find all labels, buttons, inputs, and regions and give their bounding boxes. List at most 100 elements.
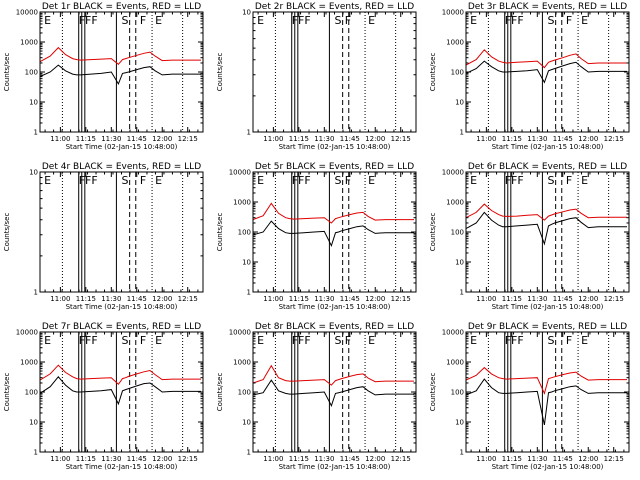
x-tick-label: 12:00	[578, 455, 598, 463]
x-tick-label: 12:15	[391, 135, 411, 143]
x-tick-label: 11:00	[263, 295, 283, 303]
flag-label: E	[155, 174, 162, 187]
x-tick-label: 11:00	[263, 455, 283, 463]
flag-label: F	[140, 334, 146, 347]
y-tick-label: 10000	[229, 329, 251, 337]
flag-label: E	[470, 174, 477, 187]
x-tick-label: 11:30	[314, 455, 334, 463]
y-tick-label: 1	[247, 289, 251, 297]
x-tick-label: 11:45	[127, 295, 147, 303]
y-axis-label: Counts/sec	[216, 213, 224, 252]
plot-frame	[252, 11, 417, 133]
time-markers	[274, 172, 397, 292]
flag-label: E	[470, 334, 477, 347]
series-group	[466, 366, 627, 426]
x-tick-label: 11:00	[476, 135, 496, 143]
time-markers	[487, 332, 610, 452]
x-tick-label: 11:30	[527, 455, 547, 463]
x-tick-label: 11:15	[289, 295, 309, 303]
y-axis-label: Counts/sec	[216, 373, 224, 412]
series-line-lld	[253, 364, 414, 386]
y-tick-label: 10000	[442, 329, 464, 337]
y-axis-label: Counts/sec	[429, 373, 437, 412]
plot-frame	[252, 331, 417, 453]
flag-label: E	[44, 334, 51, 347]
flag-label: F	[566, 174, 572, 187]
series-line-events	[466, 60, 627, 84]
flag-label: S	[548, 334, 555, 347]
x-tick-label: 12:00	[365, 295, 385, 303]
y-tick-label: 1	[460, 129, 464, 137]
x-tick-label: 11:30	[314, 295, 334, 303]
x-axis-label: Start Time (02-Jan-15 10:48:00)	[492, 463, 604, 471]
flag-label: E	[368, 14, 375, 27]
flag-label: S	[122, 174, 129, 187]
y-tick-label: 10000	[16, 9, 38, 17]
y-tick-label: 100	[451, 389, 464, 397]
series-group	[40, 364, 201, 406]
panel-title: Det 4r BLACK = Events, RED = LLD	[42, 162, 201, 172]
flag-label: F	[140, 174, 146, 187]
x-tick-label: 11:00	[476, 455, 496, 463]
flag-label: FFF	[79, 174, 98, 187]
flag-label: E	[581, 14, 588, 27]
flag-label: E	[581, 174, 588, 187]
x-tick-label: 12:15	[178, 295, 198, 303]
time-markers	[61, 12, 184, 132]
x-tick-label: 12:15	[391, 455, 411, 463]
x-tick-label: 11:00	[50, 295, 70, 303]
y-axis-label: Counts/sec	[3, 373, 11, 412]
x-tick-label: 12:15	[391, 295, 411, 303]
y-tick-label: 1	[247, 129, 251, 137]
x-tick-label: 11:15	[289, 135, 309, 143]
x-axis-label: Start Time (02-Jan-15 10:48:00)	[279, 143, 391, 151]
flag-label: E	[470, 14, 477, 27]
flag-label: S	[335, 174, 342, 187]
flag-label: FFF	[292, 174, 311, 187]
x-tick-label: 12:15	[178, 455, 198, 463]
flag-label: S	[548, 174, 555, 187]
series-line-events	[40, 64, 201, 86]
y-tick-label: 100	[238, 389, 251, 397]
flag-label: FFF	[292, 14, 311, 27]
x-tick-label: 11:45	[127, 135, 147, 143]
x-tick-label: 11:15	[502, 135, 522, 143]
flag-label: S	[335, 334, 342, 347]
plot-frame	[465, 331, 630, 453]
y-tick-label: 100	[25, 69, 38, 77]
x-tick-label: 12:00	[152, 295, 172, 303]
x-axis-label: Start Time (02-Jan-15 10:48:00)	[279, 463, 391, 471]
y-tick-label: 100	[451, 229, 464, 237]
panel-title: Det 3r BLACK = Events, RED = LLD	[468, 2, 627, 12]
series-line-events	[253, 379, 414, 407]
y-tick-label: 1	[34, 289, 38, 297]
plot-frame	[39, 11, 204, 133]
x-tick-label: 12:15	[604, 295, 624, 303]
series-line-lld	[466, 49, 627, 69]
x-tick-label: 11:45	[340, 455, 360, 463]
y-tick-label: 100	[25, 389, 38, 397]
y-tick-label: 1	[34, 129, 38, 137]
flag-label: F	[140, 14, 146, 27]
series-group	[253, 202, 414, 248]
y-tick-label: 10	[29, 169, 38, 177]
x-tick-label: 11:15	[76, 455, 96, 463]
y-tick-label: 1000	[446, 39, 464, 47]
flag-label: E	[368, 334, 375, 347]
y-tick-label: 10000	[229, 169, 251, 177]
flag-label: S	[122, 334, 129, 347]
series-line-events	[466, 378, 627, 426]
flag-label: S	[122, 14, 129, 27]
y-tick-label: 10	[29, 99, 38, 107]
y-tick-label: 10	[242, 419, 251, 427]
y-tick-label: 1	[460, 449, 464, 457]
series-line-events	[40, 376, 201, 406]
flag-label: FFF	[79, 334, 98, 347]
y-tick-label: 1	[247, 449, 251, 457]
x-tick-label: 11:45	[340, 135, 360, 143]
x-tick-label: 12:00	[365, 455, 385, 463]
